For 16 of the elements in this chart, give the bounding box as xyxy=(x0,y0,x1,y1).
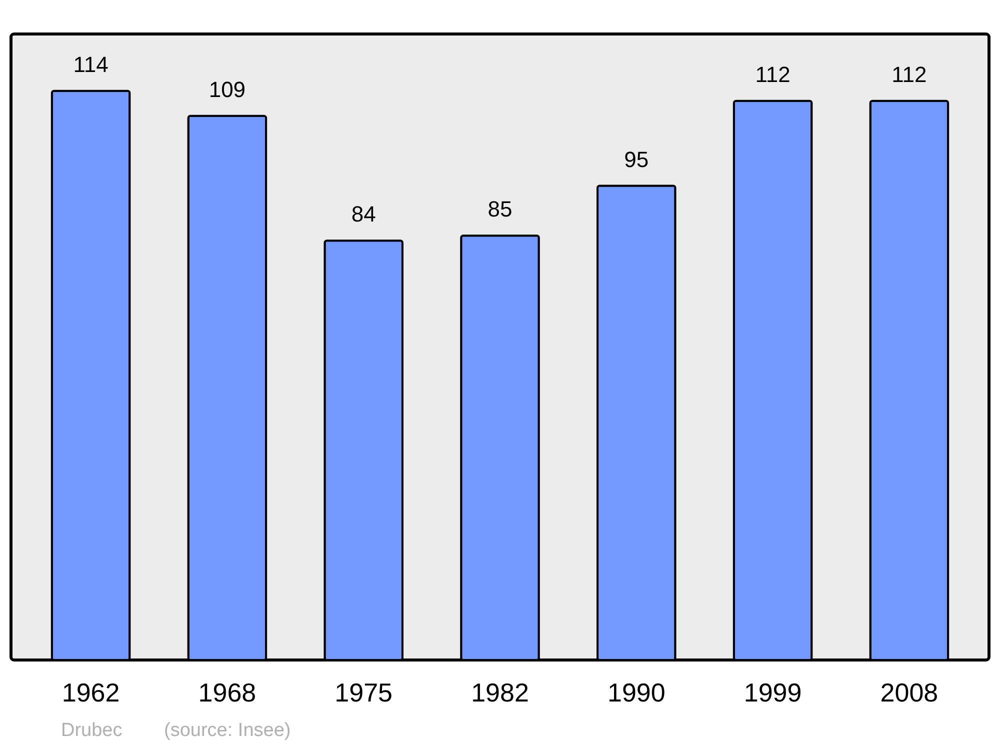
x-tick-label: 1990 xyxy=(607,678,666,708)
x-tick-label: 1975 xyxy=(334,678,393,708)
x-tick-label: 1982 xyxy=(471,678,529,708)
data-label: 112 xyxy=(755,62,790,87)
data-label: 85 xyxy=(488,196,512,222)
data-label: 95 xyxy=(624,146,649,172)
text: (source: Insee) xyxy=(164,720,291,741)
x-tick-label: 1999 xyxy=(744,678,802,708)
text: Drubec xyxy=(61,720,122,741)
x-tick-label: 2008 xyxy=(880,678,938,708)
data-label: 84 xyxy=(351,202,376,227)
data-label: 109 xyxy=(208,76,246,102)
x-tick-label: 1962 xyxy=(62,678,120,708)
data-label: 112 xyxy=(892,62,927,87)
data-label: 114 xyxy=(73,52,108,77)
x-tick-label: 1968 xyxy=(198,678,256,708)
